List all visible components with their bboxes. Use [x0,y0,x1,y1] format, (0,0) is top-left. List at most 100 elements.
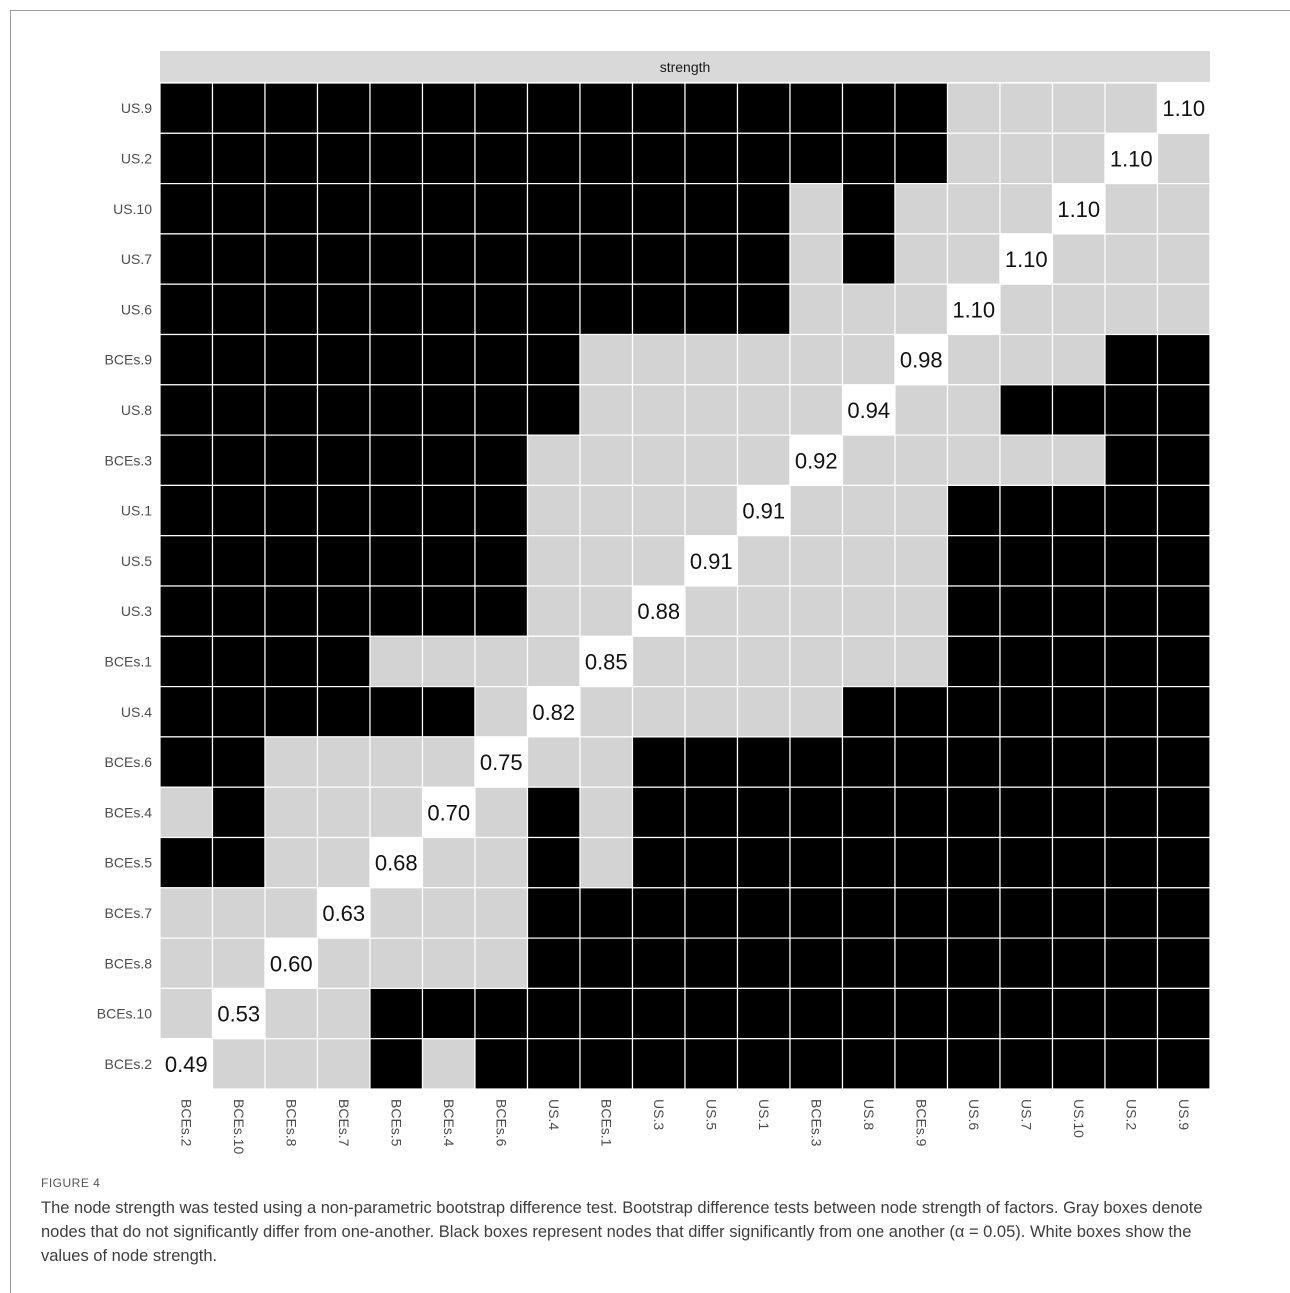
y-tick-label: BCEs.8 [105,955,153,971]
heatmap-cell-significant [736,987,791,1040]
strength-value-label: 1.10 [1057,197,1100,222]
strength-value-label: 0.75 [480,750,523,775]
heatmap-cell-significant [736,937,791,989]
heatmap-cell-significant [841,685,896,738]
heatmap-cell-diagonal [1156,82,1211,134]
x-axis-tick-labels: BCEs.2 BCEs.10 BCEs.8 BCEs.7 BCEs.5 BCEs.4 BCE… [178,1099,1192,1154]
heatmap-cell-not-significant [159,887,214,939]
heatmap-cell-significant [736,233,791,285]
heatmap-cells: 1.10 1.10 1.10 1.10 1.10 0.98 0.94 0.92 0.91 0.91… [159,82,1211,1090]
figure-caption: FIGURE 4 The node strength was tested us… [41,1176,1241,1268]
heatmap-cell-not-significant [631,434,686,487]
heatmap-cell-not-significant [1104,82,1159,134]
heatmap-cell-significant [264,384,319,436]
heatmap-cell-significant [1051,585,1106,637]
y-tick-label: US.7 [121,251,152,267]
heatmap-cell-significant [684,283,739,336]
x-tick-label: BCEs.3 [808,1099,824,1147]
heatmap-cell-significant [264,685,319,738]
caption-label: FIGURE 4 [41,1176,101,1190]
heatmap-cell-significant [474,585,529,637]
heatmap-cell-significant [369,585,424,637]
heatmap-cell-not-significant [316,937,371,989]
heatmap-cell-significant [841,937,896,989]
heatmap-cell-significant [369,283,424,336]
heatmap-cell-significant [894,1038,949,1090]
heatmap-cell-not-significant [369,937,424,989]
heatmap-cell-significant [999,635,1054,688]
heatmap-cell-not-significant [736,384,791,436]
heatmap-cell-significant [526,183,581,235]
heatmap-cell-significant [1156,987,1211,1040]
strength-value-label: 1.10 [952,297,995,322]
heatmap-cell-significant [211,786,266,839]
heatmap-cell-not-significant [789,183,844,235]
heatmap-cell-not-significant [736,535,791,587]
heatmap-cell-not-significant [369,786,424,839]
heatmap-cell-significant [1156,535,1211,587]
heatmap-cell-significant [946,836,1001,889]
heatmap-cell-not-significant [894,585,949,637]
heatmap-cell-not-significant [1156,132,1211,185]
heatmap-cell-not-significant [999,132,1054,185]
heatmap-cell-significant [159,736,214,788]
heatmap-cell-significant [316,535,371,587]
heatmap-cell-not-significant [211,1038,266,1090]
heatmap-cell-significant [159,434,214,487]
strength-value-label: 0.85 [585,649,628,674]
heatmap-cell-not-significant [1104,183,1159,235]
heatmap-cell-significant [999,786,1054,839]
y-tick-label: US.9 [121,100,152,116]
heatmap-cell-significant [631,183,686,235]
heatmap-cell-not-significant [841,283,896,336]
heatmap-cell-significant [1104,736,1159,788]
heatmap-cell-not-significant [631,535,686,587]
x-tick-label: BCEs.9 [913,1099,929,1147]
heatmap-cell-significant [631,132,686,185]
heatmap-cell-significant [841,1038,896,1090]
heatmap-cell-significant [421,585,476,637]
heatmap-cell-significant [369,685,424,738]
heatmap-cell-not-significant [526,585,581,637]
heatmap-cell-diagonal [789,434,844,487]
heatmap-cell-significant [159,685,214,738]
heatmap-cell-significant [474,987,529,1040]
heatmap-cell-not-significant [421,736,476,788]
heatmap-cell-significant [264,585,319,637]
y-tick-label: BCEs.7 [105,905,153,921]
heatmap-cell-not-significant [526,434,581,487]
heatmap-cell-significant [1104,987,1159,1040]
heatmap-cell-significant [946,937,1001,989]
heatmap-cell-not-significant [474,836,529,889]
y-tick-label: BCEs.10 [97,1006,152,1022]
heatmap-cell-not-significant [894,183,949,235]
heatmap-cell-significant [211,82,266,134]
strength-value-label: 0.70 [427,800,470,825]
heatmap-cell-significant [369,82,424,134]
heatmap-cell-significant [474,434,529,487]
heatmap-cell-significant [1104,887,1159,939]
heatmap-cell-significant [159,585,214,637]
heatmap-cell-not-significant [894,434,949,487]
heatmap-cell-not-significant [579,786,634,839]
heatmap-cell-significant [1104,333,1159,386]
heatmap-cell-significant [841,132,896,185]
heatmap-cell-significant [1104,585,1159,637]
strength-value-label: 1.10 [1005,247,1048,272]
heatmap-cell-not-significant [211,937,266,989]
heatmap-cell-not-significant [631,685,686,738]
heatmap-cell-significant [316,384,371,436]
x-tick-label: US.1 [756,1099,772,1130]
heatmap-cell-significant [264,233,319,285]
heatmap-cell-not-significant [526,635,581,688]
heatmap-cell-significant [159,233,214,285]
heatmap-cell-significant [1156,685,1211,738]
x-tick-label: BCEs.7 [336,1099,352,1147]
strength-value-label: 0.91 [742,499,785,524]
heatmap-cell-significant [474,233,529,285]
heatmap-cell-significant [946,685,1001,738]
heatmap-cell-not-significant [1051,283,1106,336]
x-tick-label: BCEs.2 [178,1099,194,1147]
heatmap-cell-significant [894,836,949,889]
heatmap-cell-significant [789,82,844,134]
